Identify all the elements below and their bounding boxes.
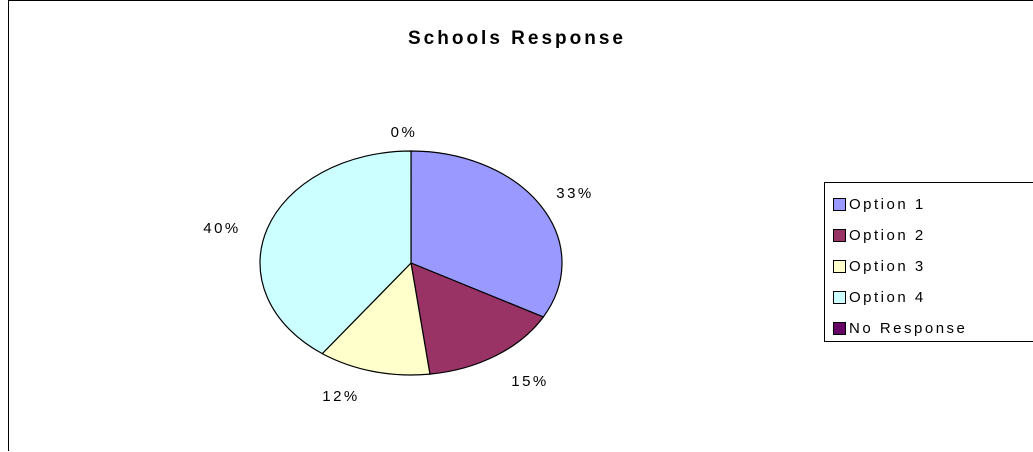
legend-label: Option 4 <box>849 289 926 306</box>
legend-swatch <box>833 229 846 242</box>
pie-chart: 33% 15% 12% 40% 0% <box>203 124 594 405</box>
slice-label-2: 15% <box>511 373 549 390</box>
pie-slice-4 <box>259 150 412 355</box>
legend-label: Option 3 <box>849 258 926 275</box>
slice-label-4: 40% <box>203 220 241 237</box>
legend-item: Option 3 <box>833 251 1033 282</box>
legend-label: No Response <box>849 320 968 337</box>
legend-swatch <box>833 291 846 304</box>
legend-label: Option 1 <box>849 196 926 213</box>
legend-swatch <box>833 198 846 211</box>
legend-item: Option 1 <box>833 189 1033 220</box>
slice-label-1: 33% <box>556 185 594 202</box>
chart-title: Schools Response <box>408 28 626 49</box>
pie-slice-3 <box>321 261 431 376</box>
slice-label-5: 0% <box>391 124 418 141</box>
pie-slice-2 <box>410 262 545 375</box>
legend-item: No Response <box>833 313 1033 344</box>
legend-item: Option 2 <box>833 220 1033 251</box>
pie-slice-1 <box>410 150 563 318</box>
legend: Option 1 Option 2 Option 3 Option 4 No Respo… <box>824 182 1033 342</box>
legend-label: Option 2 <box>849 227 926 244</box>
legend-swatch <box>833 322 846 335</box>
slice-label-3: 12% <box>322 388 360 405</box>
chart-area: Schools Response 33% 15% 12% 40% 0% Option 1… <box>8 0 1033 451</box>
legend-swatch <box>833 260 846 273</box>
legend-item: Option 4 <box>833 282 1033 313</box>
